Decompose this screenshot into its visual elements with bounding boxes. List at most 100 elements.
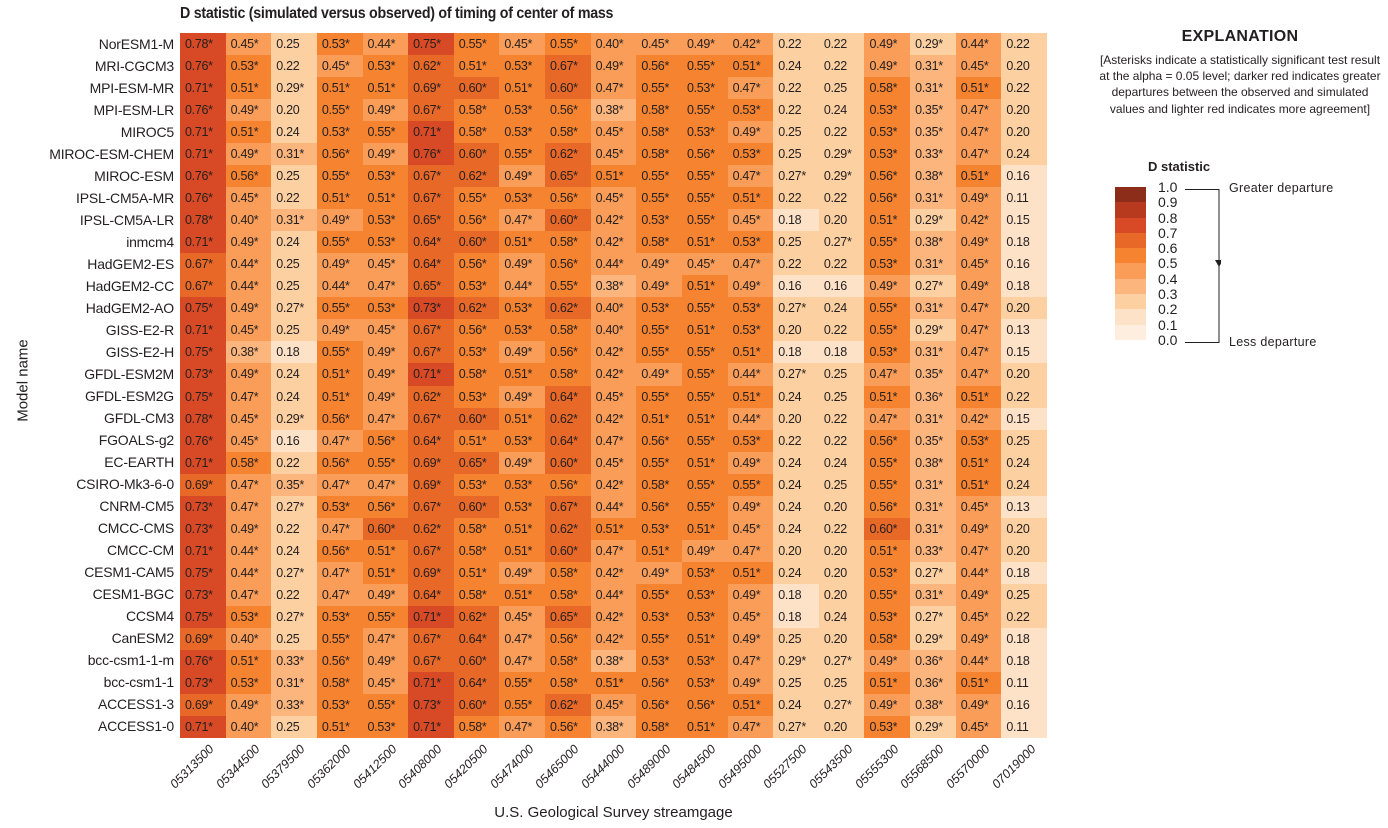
heatmap-cell: 0.29* xyxy=(910,33,956,56)
heatmap-cell: 0.49* xyxy=(727,495,774,518)
heatmap-cell: 0.42* xyxy=(590,407,637,430)
heatmap-cell: 0.60* xyxy=(453,231,500,254)
heatmap-cell: 0.29* xyxy=(818,165,865,188)
heatmap-cell: 0.58* xyxy=(545,319,591,342)
heatmap-cell: 0.73* xyxy=(180,363,226,386)
heatmap-cell: 0.49* xyxy=(636,561,682,584)
heatmap-cell: 0.56* xyxy=(316,539,363,562)
heatmap-cell: 0.62* xyxy=(453,165,500,188)
heatmap-cell: 0.38* xyxy=(910,693,956,716)
legend-title: D statistic xyxy=(1148,159,1211,174)
heatmap-cell: 0.20 xyxy=(818,539,865,562)
heatmap-grid: 0.78* 0.45* 0.25 0.53* 0.44* 0.75* 0.55* 0.45* 0… xyxy=(180,33,1047,738)
heatmap-cell: 0.58* xyxy=(453,583,500,606)
heatmap-cell: 0.55* xyxy=(864,583,911,606)
heatmap-cell: 0.51* xyxy=(727,55,774,78)
heatmap-cell: 0.18 xyxy=(1001,231,1047,254)
heatmap-cell: 0.18 xyxy=(818,341,865,364)
heatmap-cell: 0.18 xyxy=(271,341,317,364)
x-tick-label: 05543500 xyxy=(806,742,856,792)
heatmap-cell: 0.53* xyxy=(681,121,728,144)
y-tick-label: CMCC-CM xyxy=(106,542,174,559)
heatmap-cell: 0.51* xyxy=(590,165,637,188)
heatmap-cell: 0.25 xyxy=(773,627,819,650)
heatmap-cell: 0.64* xyxy=(408,231,454,254)
heatmap-cell: 0.22 xyxy=(818,55,865,78)
heatmap-cell: 0.15 xyxy=(1001,407,1047,430)
heatmap-cell: 0.24 xyxy=(773,517,819,540)
heatmap-cell: 0.53* xyxy=(864,253,911,276)
heatmap-cell: 0.51* xyxy=(362,187,409,210)
heatmap-cell: 0.47* xyxy=(225,583,272,606)
heatmap-cell: 0.51* xyxy=(727,385,774,408)
heatmap-cell: 0.40* xyxy=(590,297,637,320)
heatmap-cell: 0.42* xyxy=(590,363,637,386)
heatmap-cell: 0.51* xyxy=(499,517,546,540)
heatmap-cell: 0.44* xyxy=(225,539,272,562)
heatmap-cell: 0.24 xyxy=(773,451,819,474)
heatmap-cell: 0.47* xyxy=(362,627,409,650)
heatmap-cell: 0.56* xyxy=(864,495,911,518)
heatmap-cell: 0.58* xyxy=(545,363,591,386)
heatmap-cell: 0.55* xyxy=(864,319,911,342)
heatmap-cell: 0.44* xyxy=(727,407,774,430)
heatmap-cell: 0.75* xyxy=(180,341,226,364)
y-tick-label: MIROC-ESM-CHEM xyxy=(49,146,174,163)
heatmap-cell: 0.51* xyxy=(681,319,728,342)
heatmap-cell: 0.53* xyxy=(316,605,363,628)
heatmap-cell: 0.22 xyxy=(818,429,865,452)
heatmap-cell: 0.16 xyxy=(773,275,819,298)
heatmap-cell: 0.51* xyxy=(316,363,363,386)
heatmap-cell: 0.49* xyxy=(362,385,409,408)
legend-swatch xyxy=(1115,294,1146,310)
heatmap-cell: 0.42* xyxy=(590,231,637,254)
heatmap-cell: 0.67* xyxy=(408,187,454,210)
heatmap-cell: 0.51* xyxy=(499,539,546,562)
heatmap-cell: 0.45* xyxy=(955,715,1002,738)
heatmap-cell: 0.53* xyxy=(499,429,546,452)
heatmap-cell: 0.67* xyxy=(180,275,226,298)
heatmap-cell: 0.18 xyxy=(1001,649,1047,672)
heatmap-cell: 0.55* xyxy=(864,451,911,474)
heatmap-cell: 0.53* xyxy=(225,55,272,78)
heatmap-cell: 0.22 xyxy=(773,187,819,210)
heatmap-cell: 0.64* xyxy=(408,429,454,452)
heatmap-cell: 0.56* xyxy=(636,495,682,518)
heatmap-cell: 0.45* xyxy=(225,429,272,452)
heatmap-cell: 0.55* xyxy=(636,165,682,188)
heatmap-cell: 0.22 xyxy=(773,99,819,122)
explanation-panel: EXPLANATION [Asterisks indicate a statis… xyxy=(1095,28,1385,117)
heatmap-cell: 0.49* xyxy=(362,649,409,672)
heatmap-cell: 0.53* xyxy=(225,605,272,628)
heatmap-cell: 0.60* xyxy=(453,693,500,716)
heatmap-cell: 0.64* xyxy=(453,671,500,694)
heatmap-cell: 0.16 xyxy=(818,275,865,298)
explanation-title: EXPLANATION xyxy=(1181,28,1299,45)
heatmap-cell: 0.71* xyxy=(180,539,226,562)
heatmap-cell: 0.75* xyxy=(408,33,454,56)
heatmap-cell: 0.27* xyxy=(773,715,819,738)
heatmap-cell: 0.49* xyxy=(955,627,1002,650)
heatmap-cell: 0.76* xyxy=(180,165,226,188)
heatmap-cell: 0.49* xyxy=(727,121,774,144)
heatmap-cell: 0.55* xyxy=(316,99,363,122)
legend-color-bar xyxy=(1115,187,1146,340)
heatmap-cell: 0.55* xyxy=(681,165,728,188)
heatmap-cell: 0.51* xyxy=(499,363,546,386)
heatmap-cell: 0.58* xyxy=(545,583,591,606)
heatmap-cell: 0.75* xyxy=(180,561,226,584)
heatmap-cell: 0.56* xyxy=(316,649,363,672)
legend-tick: 0.9 xyxy=(1158,194,1178,211)
heatmap-cell: 0.27* xyxy=(910,275,956,298)
heatmap-cell: 0.40* xyxy=(225,627,272,650)
heatmap-cell: 0.35* xyxy=(910,99,956,122)
heatmap-cell: 0.62* xyxy=(545,297,591,320)
heatmap-cell: 0.65* xyxy=(408,275,454,298)
heatmap-cell: 0.47* xyxy=(727,165,774,188)
y-tick-label: CanESM2 xyxy=(111,630,175,647)
y-tick-label: GFDL-ESM2G xyxy=(84,388,174,405)
heatmap-cell: 0.20 xyxy=(773,539,819,562)
heatmap-cell: 0.53* xyxy=(864,99,911,122)
heatmap-cell: 0.16 xyxy=(1001,253,1047,276)
heatmap-cell: 0.65* xyxy=(545,165,591,188)
